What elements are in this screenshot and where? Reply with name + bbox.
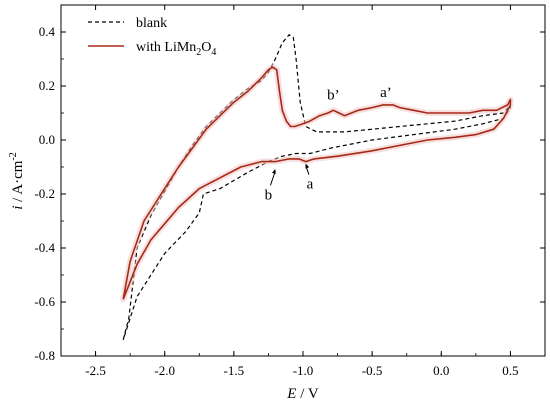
annotation-arrowhead <box>272 169 276 174</box>
x-tick-label: -1.0 <box>293 363 314 378</box>
legend: blank with LiMn2O4 <box>88 16 216 58</box>
annotation-label: b’ <box>327 88 340 104</box>
legend-label-main: with LiMn <box>136 40 196 55</box>
x-tick-label: 0.0 <box>433 363 449 378</box>
x-tick-label: -2.5 <box>85 363 106 378</box>
annotation-layer: b’ a’ b a <box>265 85 392 204</box>
x-tick-label: -0.5 <box>362 363 383 378</box>
series-layer <box>120 34 514 340</box>
x-tick-label: -1.5 <box>224 363 245 378</box>
legend-label-sub2: 4 <box>211 47 216 58</box>
ticks-layer: -2.5 -2.0 -1.5 -1.0 -0.5 0.0 0.5 -0.8 -0.6 -0.4 -0… <box>34 4 546 378</box>
annotation-label: a <box>307 177 314 193</box>
x-tick-label: -2.0 <box>154 363 175 378</box>
x-axis-title: E / V <box>286 386 319 402</box>
y-tick-label: 0.2 <box>39 78 55 93</box>
y-tick-label: -0.6 <box>34 294 55 309</box>
series-line-1 <box>122 66 512 300</box>
series-line-0 <box>122 34 511 340</box>
legend-label-sub1: 2 <box>196 47 201 58</box>
y-tick-label: -0.2 <box>34 186 55 201</box>
y-axis-exponent: -2 <box>8 152 19 160</box>
y-axis-unit: / A·cm <box>10 160 26 205</box>
annotation-label: a’ <box>380 85 392 101</box>
x-axis-unit: / V <box>296 386 318 402</box>
annotation-label: b <box>265 187 273 203</box>
y-tick-label: -0.8 <box>34 348 55 363</box>
legend-label-limn2o4: with LiMn2O4 <box>136 40 216 58</box>
y-tick-label: 0.0 <box>39 132 55 147</box>
plot-frame <box>60 4 546 357</box>
x-tick-label: 0.5 <box>502 363 518 378</box>
annotation-arrowhead <box>305 163 310 169</box>
y-axis-symbol: i <box>10 206 26 210</box>
y-axis-title: i / A·cm-2 <box>8 152 26 210</box>
legend-label-mid: O <box>201 40 211 55</box>
series-halo-1 <box>120 64 514 303</box>
x-axis-symbol: E <box>286 386 296 402</box>
y-tick-label: -0.4 <box>34 240 55 255</box>
legend-label-blank: blank <box>136 16 167 31</box>
y-tick-label: 0.4 <box>39 24 56 39</box>
